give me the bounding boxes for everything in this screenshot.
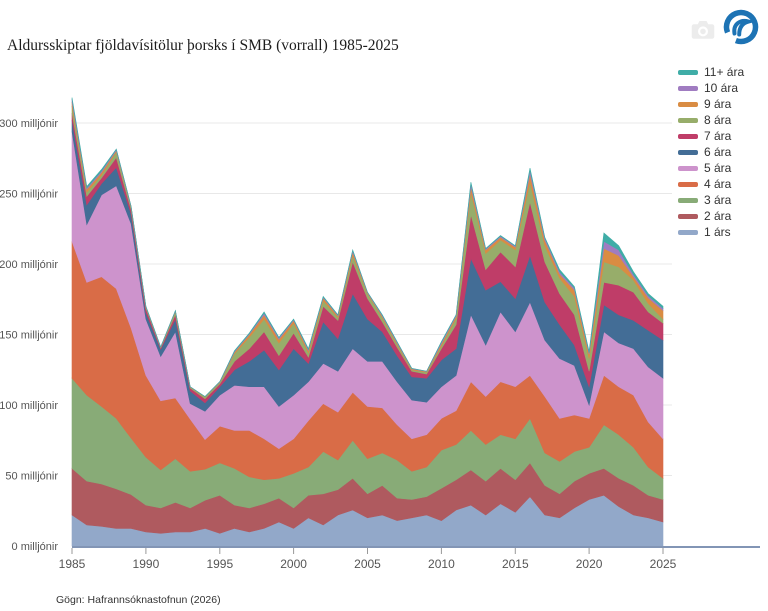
x-tick-label: 2010 (428, 557, 455, 571)
legend-label: 3 ára (704, 193, 732, 207)
legend-item[interactable]: 3 ára (678, 192, 744, 208)
legend-label: 4 ára (704, 177, 732, 191)
legend-label: 11+ ára (704, 65, 745, 79)
legend-label: 10 ára (704, 81, 739, 95)
y-tick-label: 100 milljónir (0, 400, 58, 412)
hafro-wave-logo-glyph (723, 9, 759, 45)
x-tick-label: 2020 (576, 557, 603, 571)
legend-item[interactable]: 6 ára (678, 144, 744, 160)
y-tick-label: 0 milljónir (12, 541, 59, 553)
chart-title: Aldursskiptar fjöldavísitölur þorsks í S… (7, 37, 399, 54)
y-tick-label: 300 milljónir (0, 118, 58, 130)
y-tick-label: 200 milljónir (0, 259, 58, 271)
x-tick-label: 1995 (206, 557, 233, 571)
camera-icon[interactable] (691, 20, 715, 40)
camera-icon-glyph (691, 21, 715, 39)
area-series (71, 97, 664, 547)
y-tick-label: 150 milljónir (0, 330, 58, 342)
legend-item[interactable]: 4 ára (678, 176, 744, 192)
x-tick-label: 2000 (280, 557, 307, 571)
x-tick-label: 2005 (354, 557, 381, 571)
hafro-wave-logo (722, 8, 760, 46)
legend-item[interactable]: 5 ára (678, 160, 744, 176)
legend-label: 1 árs (704, 225, 731, 239)
stacked-area-plot: 1985 1990 1995 2000 2005 2010 2015 2020 2025 0 mi… (0, 97, 760, 571)
legend-item[interactable]: 9 ára (678, 96, 744, 112)
x-tick-label: 1990 (133, 557, 160, 571)
y-tick-label: 250 milljónir (0, 189, 58, 201)
legend-swatch (678, 133, 698, 139)
legend-swatch (678, 85, 698, 91)
legend-swatch (678, 213, 698, 219)
legend-swatch (678, 181, 698, 187)
x-tick-label: 2025 (650, 557, 677, 571)
x-tick-label: 2015 (502, 557, 529, 571)
legend-swatch (678, 101, 698, 107)
legend-swatch (678, 197, 698, 203)
legend-label: 2 ára (704, 209, 732, 223)
x-axis: 1985 1990 1995 2000 2005 2010 2015 2020 2025 (59, 548, 677, 571)
y-axis: 0 milljónir 50 milljónir 100 milljónir 150 … (0, 118, 58, 553)
legend: 11+ ára 10 ára 9 ára 8 ára 7 ára 6 ára 5 ára 4 … (678, 64, 744, 240)
legend-item[interactable]: 7 ára (678, 128, 744, 144)
x-tick-label: 1985 (59, 557, 86, 571)
legend-label: 9 ára (704, 97, 732, 111)
legend-item[interactable]: 1 árs (678, 224, 744, 240)
legend-item[interactable]: 8 ára (678, 112, 744, 128)
legend-swatch (678, 229, 698, 235)
legend-swatch (678, 117, 698, 123)
area-11+-ra (71, 97, 664, 398)
y-tick-label: 50 milljónir (5, 471, 58, 483)
legend-item[interactable]: 10 ára (678, 80, 744, 96)
source-note: Gögn: Hafrannsóknastofnun (2026) (56, 594, 221, 606)
legend-label: 5 ára (704, 161, 732, 175)
legend-label: 8 ára (704, 113, 732, 127)
legend-swatch (678, 149, 698, 155)
legend-item[interactable]: 2 ára (678, 208, 744, 224)
legend-label: 7 ára (704, 129, 732, 143)
legend-swatch (678, 165, 698, 171)
legend-swatch (678, 69, 698, 75)
legend-label: 6 ára (704, 145, 732, 159)
legend-item[interactable]: 11+ ára (678, 64, 744, 80)
